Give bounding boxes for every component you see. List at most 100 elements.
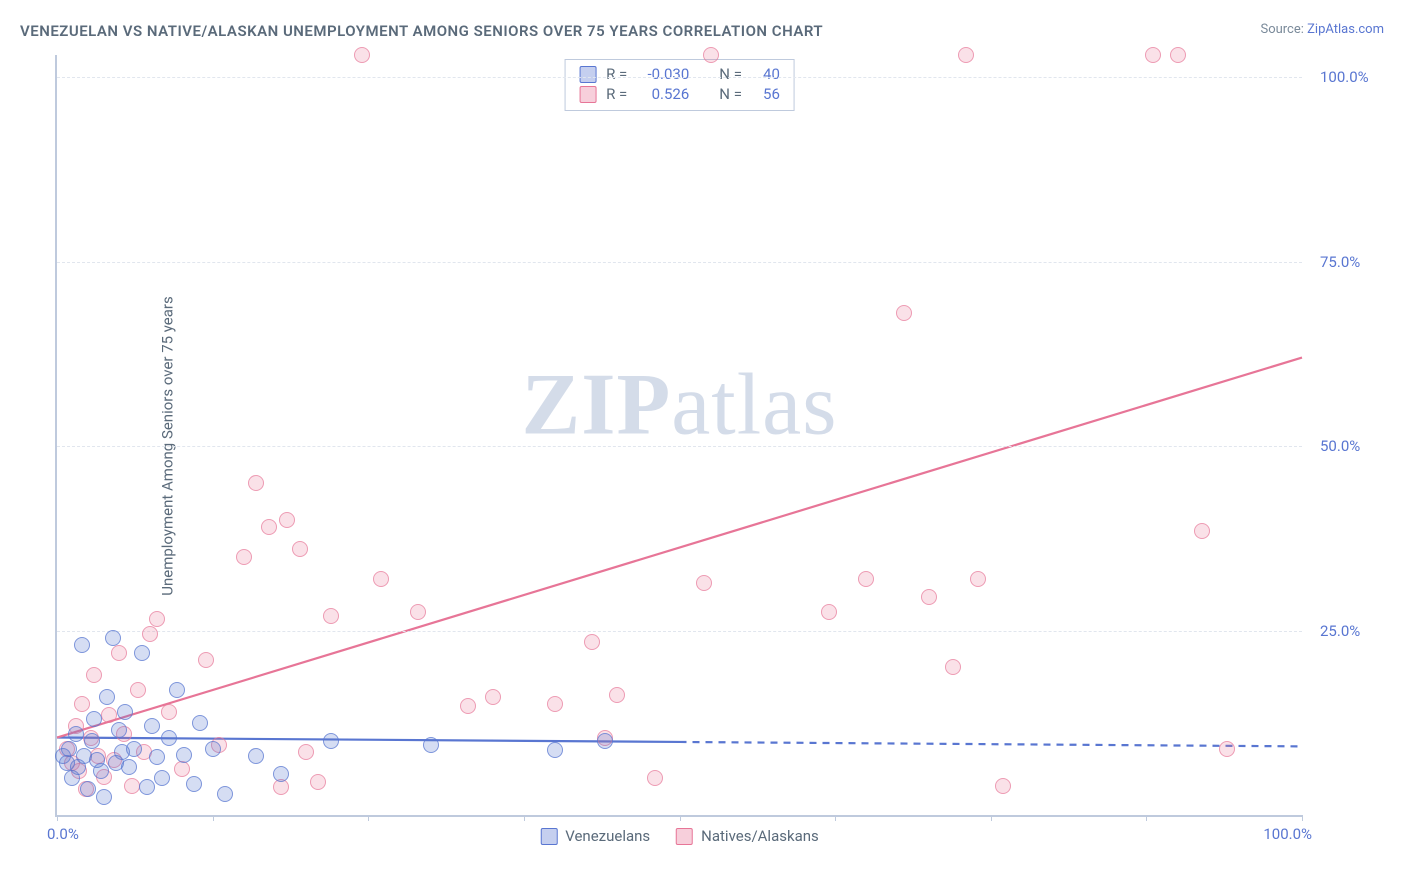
data-point bbox=[696, 575, 712, 591]
data-point bbox=[248, 475, 264, 491]
data-point bbox=[96, 789, 112, 805]
source-prefix: Source: bbox=[1260, 22, 1307, 37]
data-point bbox=[174, 761, 190, 777]
data-point bbox=[217, 786, 233, 802]
x-tick bbox=[524, 815, 525, 821]
data-point bbox=[139, 779, 155, 795]
trend-line-solid bbox=[57, 738, 680, 742]
gridline bbox=[57, 631, 1302, 632]
data-point bbox=[126, 741, 142, 757]
legend-item: Venezuelans bbox=[540, 827, 650, 845]
legend-label: Venezuelans bbox=[565, 827, 650, 845]
data-point bbox=[149, 611, 165, 627]
data-point bbox=[958, 47, 974, 63]
data-point bbox=[84, 733, 100, 749]
data-point bbox=[292, 541, 308, 557]
data-point bbox=[1194, 523, 1210, 539]
statbox-row: R =-0.030N =40 bbox=[579, 64, 780, 84]
data-point bbox=[945, 659, 961, 675]
r-value: -0.030 bbox=[637, 65, 689, 83]
legend-swatch bbox=[676, 828, 693, 845]
data-point bbox=[93, 763, 109, 779]
x-tick bbox=[1146, 815, 1147, 821]
data-point bbox=[74, 637, 90, 653]
data-point bbox=[261, 519, 277, 535]
data-point bbox=[597, 733, 613, 749]
data-point bbox=[647, 770, 663, 786]
legend-item: Natives/Alaskans bbox=[676, 827, 819, 845]
data-point bbox=[373, 571, 389, 587]
y-tick-label: 25.0% bbox=[1320, 622, 1385, 640]
source-link[interactable]: ZipAtlas.com bbox=[1307, 22, 1384, 37]
data-point bbox=[149, 749, 165, 765]
data-point bbox=[1219, 741, 1235, 757]
data-point bbox=[298, 744, 314, 760]
plot-region: ZIPatlas R =-0.030N =40R =0.526N =56 0.0… bbox=[55, 55, 1302, 817]
x-tick bbox=[835, 815, 836, 821]
n-value: 56 bbox=[752, 85, 780, 103]
data-point bbox=[485, 689, 501, 705]
data-point bbox=[68, 726, 84, 742]
data-point bbox=[101, 707, 117, 723]
data-point bbox=[609, 687, 625, 703]
n-label: N = bbox=[719, 85, 742, 103]
data-point bbox=[192, 715, 208, 731]
chart-title: VENEZUELAN VS NATIVE/ALASKAN UNEMPLOYMEN… bbox=[20, 22, 823, 40]
correlation-stat-box: R =-0.030N =40R =0.526N =56 bbox=[564, 59, 795, 111]
data-point bbox=[74, 696, 90, 712]
y-tick-label: 100.0% bbox=[1320, 68, 1385, 86]
data-point bbox=[547, 742, 563, 758]
statbox-swatch bbox=[579, 86, 596, 103]
x-origin-label: 0.0% bbox=[47, 825, 79, 843]
data-point bbox=[584, 634, 600, 650]
r-value: 0.526 bbox=[637, 85, 689, 103]
data-point bbox=[176, 747, 192, 763]
data-point bbox=[99, 689, 115, 705]
data-point bbox=[323, 733, 339, 749]
data-point bbox=[970, 571, 986, 587]
data-point bbox=[703, 47, 719, 63]
data-point bbox=[198, 652, 214, 668]
data-point bbox=[354, 47, 370, 63]
data-point bbox=[1170, 47, 1186, 63]
data-point bbox=[921, 589, 937, 605]
data-point bbox=[273, 766, 289, 782]
x-max-label: 100.0% bbox=[1263, 825, 1312, 843]
data-point bbox=[121, 759, 137, 775]
gridline bbox=[57, 446, 1302, 447]
trend-lines-svg bbox=[57, 55, 1302, 815]
data-point bbox=[142, 626, 158, 642]
legend-label: Natives/Alaskans bbox=[701, 827, 819, 845]
trend-line bbox=[57, 358, 1302, 738]
n-label: N = bbox=[719, 65, 742, 83]
data-point bbox=[169, 682, 185, 698]
x-tick bbox=[680, 815, 681, 821]
data-point bbox=[205, 741, 221, 757]
data-point bbox=[995, 778, 1011, 794]
x-tick bbox=[57, 815, 58, 821]
x-tick bbox=[213, 815, 214, 821]
data-point bbox=[61, 741, 77, 757]
x-tick bbox=[1302, 815, 1303, 821]
data-point bbox=[86, 667, 102, 683]
data-point bbox=[86, 711, 102, 727]
x-tick bbox=[991, 815, 992, 821]
data-point bbox=[858, 571, 874, 587]
data-point bbox=[423, 737, 439, 753]
data-point bbox=[896, 305, 912, 321]
data-point bbox=[236, 549, 252, 565]
trend-line-dashed bbox=[680, 742, 1303, 746]
gridline bbox=[57, 262, 1302, 263]
data-point bbox=[279, 512, 295, 528]
data-point bbox=[310, 774, 326, 790]
y-tick-label: 75.0% bbox=[1320, 253, 1385, 271]
statbox-row: R =0.526N =56 bbox=[579, 84, 780, 104]
data-point bbox=[323, 608, 339, 624]
statbox-swatch bbox=[579, 66, 596, 83]
data-point bbox=[547, 696, 563, 712]
gridline bbox=[57, 77, 1302, 78]
n-value: 40 bbox=[752, 65, 780, 83]
data-point bbox=[111, 722, 127, 738]
series-legend: Venezuelans Natives/Alaskans bbox=[540, 827, 819, 845]
data-point bbox=[248, 748, 264, 764]
